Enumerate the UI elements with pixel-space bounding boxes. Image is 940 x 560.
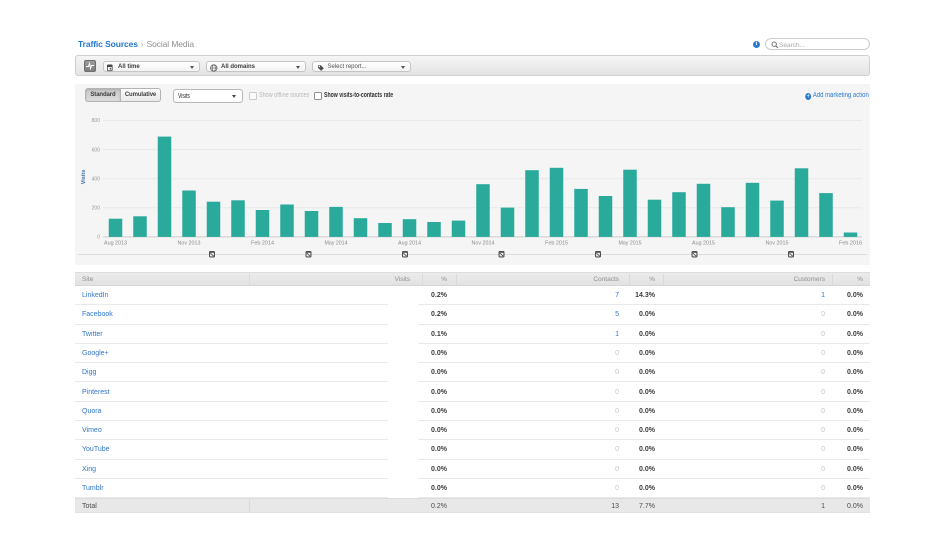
svg-text:Nov 2015: Nov 2015 xyxy=(766,241,789,247)
svg-text:200: 200 xyxy=(92,206,101,212)
svg-text:Aug 2013: Aug 2013 xyxy=(104,241,127,247)
svg-text:Nov 2014: Nov 2014 xyxy=(472,241,495,247)
svg-text:Aug 2015: Aug 2015 xyxy=(692,241,715,247)
svg-text:800: 800 xyxy=(92,118,101,124)
svg-text:Aug 2014: Aug 2014 xyxy=(398,241,421,247)
svg-text:May 2015: May 2015 xyxy=(619,241,642,247)
svg-text:May 2014: May 2014 xyxy=(325,241,348,247)
svg-text:Feb 2014: Feb 2014 xyxy=(251,241,274,247)
svg-text:Feb 2016: Feb 2016 xyxy=(839,241,862,247)
svg-text:Nov 2013: Nov 2013 xyxy=(178,241,201,247)
svg-text:Feb 2015: Feb 2015 xyxy=(545,241,568,247)
svg-text:0: 0 xyxy=(97,235,100,241)
svg-text:Visits: Visits xyxy=(81,170,87,185)
svg-text:400: 400 xyxy=(92,177,101,183)
svg-text:600: 600 xyxy=(92,147,101,153)
